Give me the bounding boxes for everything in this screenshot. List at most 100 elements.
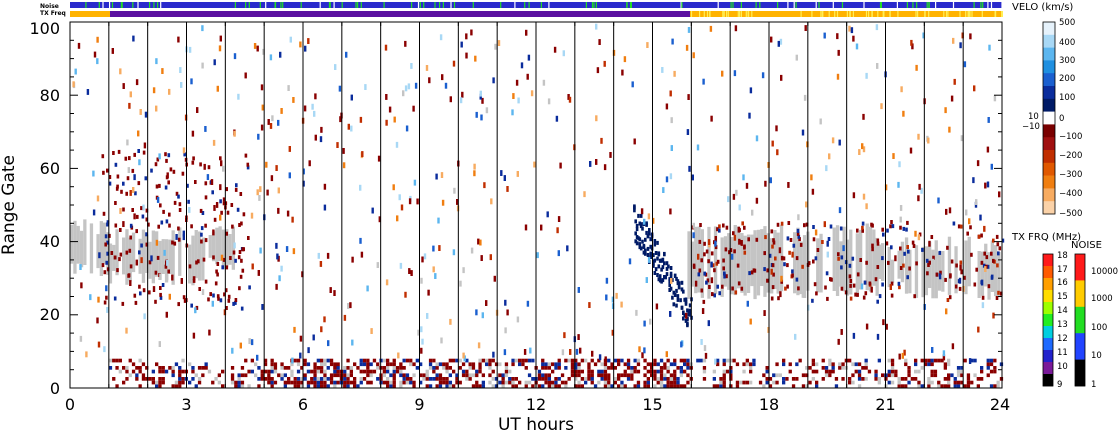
noise-strip-tick (591, 2, 594, 8)
scatter-cell (603, 366, 608, 370)
scatter-cell (191, 235, 195, 286)
scatter-cell (966, 373, 971, 378)
scatter-cell (313, 373, 317, 378)
scatter-cell (267, 377, 271, 381)
scatter-cell (143, 142, 147, 149)
scatter-cell (997, 251, 1000, 256)
scatter-cell (685, 312, 688, 319)
x-tick-label: 21 (875, 395, 895, 414)
scatter-cell (590, 358, 594, 363)
scatter-cell (731, 286, 734, 291)
scatter-cell (239, 342, 242, 349)
scatter-cell (807, 261, 811, 266)
scatter-cell (976, 160, 980, 167)
scatter-cell (663, 377, 667, 381)
scatter-cell (801, 264, 804, 269)
scatter-cell (993, 369, 997, 374)
scatter-cell (986, 358, 990, 363)
scatter-cell (838, 207, 842, 214)
scatter-cell (876, 241, 880, 246)
scatter-cell (615, 292, 618, 299)
scatter-cell (696, 144, 700, 151)
scatter-cell (277, 119, 280, 126)
scatter-cell (159, 286, 162, 290)
plot-area (69, 21, 1005, 389)
scatter-cell (633, 358, 637, 363)
txfreq-strip-tick (722, 11, 724, 17)
scatter-cell (460, 41, 463, 48)
scatter-cell (159, 203, 162, 208)
scatter-cell (437, 217, 440, 224)
scatter-cell (855, 43, 859, 50)
scatter-cell (603, 373, 608, 378)
scatter-cell (908, 266, 911, 271)
scatter-cell (988, 44, 991, 51)
scatter-cell (577, 384, 581, 388)
txfreq-strip-tick (699, 11, 701, 17)
scatter-cell (788, 369, 792, 374)
scatter-cell (229, 256, 232, 260)
scatter-cell (262, 48, 265, 55)
scatter-cell (159, 292, 162, 297)
noise-strip-tick (629, 2, 632, 8)
scatter-cell (960, 380, 964, 385)
scatter-cell (283, 384, 287, 388)
scatter-cell (836, 33, 839, 40)
scatter-cell (191, 366, 195, 370)
scatter-cell (527, 358, 532, 363)
scatter-cell (135, 377, 139, 381)
scatter-cell (768, 384, 773, 388)
scatter-cell (950, 373, 954, 378)
scatter-cell (128, 102, 131, 109)
scatter-cell (665, 266, 669, 271)
scatter-cell (128, 156, 131, 161)
scatter-cell (181, 377, 185, 381)
scatter-cell (933, 358, 938, 363)
x-tick-label: 15 (642, 395, 662, 414)
scatter-cell (661, 257, 665, 262)
scatter-cell (504, 380, 509, 385)
txfreq-strip-tick (751, 11, 753, 17)
scatter-cell (547, 380, 551, 385)
scatter-cell (326, 377, 330, 381)
scatter-cell (126, 139, 129, 146)
noise-strip-tick (952, 2, 955, 8)
scatter-cell (135, 79, 139, 86)
scatter-cell (445, 369, 449, 374)
velo-tick: −200 (1059, 151, 1082, 161)
scatter-cell (890, 373, 895, 378)
scatter-cell (323, 384, 327, 388)
velo-tick: −100 (1059, 132, 1082, 142)
scatter-cell (722, 358, 726, 363)
scatter-cell (222, 201, 226, 206)
scatter-cell (389, 373, 393, 378)
scatter-cell (421, 338, 424, 345)
scatter-cell (836, 73, 840, 80)
scatter-cell (590, 369, 594, 374)
scatter-cell (481, 358, 485, 363)
scatter-cell (290, 362, 294, 367)
scatter-cell (122, 83, 125, 89)
scatter-cell (204, 362, 208, 367)
scatter-cell (892, 153, 895, 159)
scatter-cell (171, 373, 175, 378)
scatter-cell (729, 358, 733, 363)
scatter-cell (428, 362, 433, 367)
scatter-cell (828, 153, 831, 160)
scatter-cell (953, 78, 956, 85)
scatter-cell (247, 369, 251, 374)
scatter-cell (881, 227, 884, 232)
scatter-cell (438, 380, 443, 385)
scatter-cell (240, 306, 244, 311)
scatter-cell (428, 77, 431, 84)
scatter-cell (145, 232, 148, 237)
scatter-cell (150, 255, 153, 262)
scatter-cell (738, 204, 741, 211)
scatter-cell (917, 133, 920, 140)
scatter-cell (852, 35, 855, 42)
scatter-cell (346, 366, 350, 370)
scatter-cell (715, 261, 719, 266)
scatter-cell (574, 384, 578, 388)
noise-strip-tick (341, 2, 343, 8)
scatter-cell (557, 366, 561, 370)
